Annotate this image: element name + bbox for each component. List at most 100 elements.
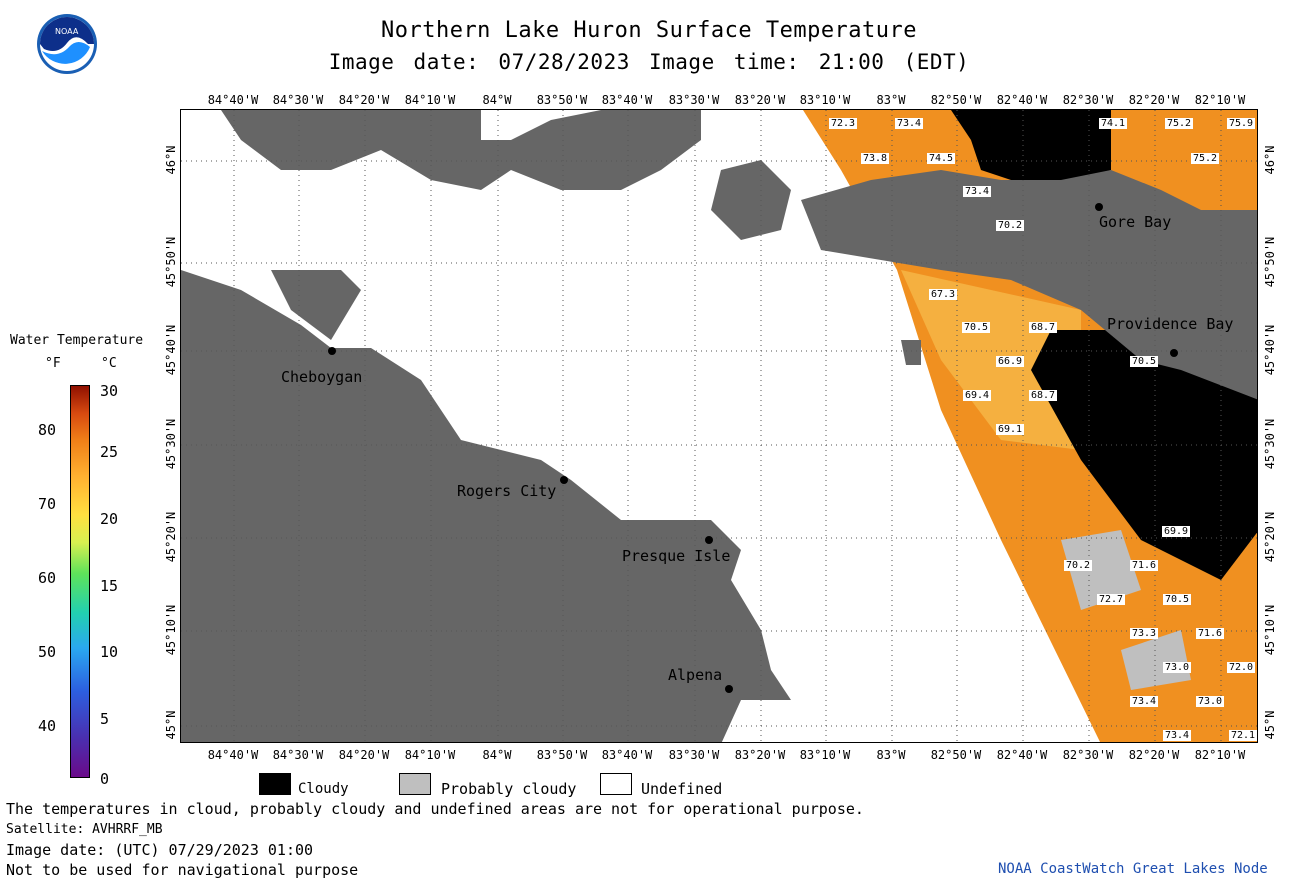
lon-label-top: 83°10'W <box>799 93 851 107</box>
f-tick: 80 <box>38 421 57 439</box>
lon-label-top: 84°30'W <box>272 93 324 107</box>
lon-label-top: 84°10'W <box>404 93 456 107</box>
f-tick: 60 <box>38 569 57 587</box>
temperature-label: 73.0 <box>1196 696 1225 707</box>
lon-label-top: 82°10'W <box>1194 93 1246 107</box>
city-label: Gore Bay <box>1099 213 1172 231</box>
lon-label-bottom: 84°30'W <box>272 748 324 762</box>
city-label: Providence Bay <box>1107 315 1234 333</box>
lon-label-top: 83°50'W <box>536 93 588 107</box>
temperature-label: 74.1 <box>1099 118 1128 129</box>
cloud-region <box>951 110 1111 190</box>
lon-label-top: 84°40'W <box>207 93 259 107</box>
temperature-label: 70.5 <box>1163 594 1192 605</box>
temperature-label: 72.3 <box>829 118 858 129</box>
noaa-credit: NOAA CoastWatch Great Lakes Node <box>998 861 1268 877</box>
land-island <box>901 340 921 365</box>
cloudy-label: Cloudy <box>298 781 349 797</box>
c-tick: 10 <box>100 643 119 661</box>
lat-label-left: 45°40'N <box>164 324 178 376</box>
city-label: Cheboygan <box>281 368 363 386</box>
water-temperature-swath-light <box>901 270 1081 450</box>
c-tick: 15 <box>100 577 119 595</box>
city-label: Presque Isle <box>622 547 731 565</box>
lat-label-left: 45°50'N <box>164 236 178 288</box>
image-datetime: Image date: 07/28/2023 Image time: 21:00… <box>328 50 970 74</box>
temperature-label: 73.4 <box>1130 696 1159 707</box>
lon-label-top: 83°30'W <box>668 93 720 107</box>
temperature-label: 73.4 <box>895 118 924 129</box>
lon-label-bottom: 82°40'W <box>996 748 1048 762</box>
land-manitoulin <box>801 170 1257 400</box>
lon-label-bottom: 83°10'W <box>799 748 851 762</box>
city-label: Rogers City <box>457 482 557 500</box>
temperature-label: 70.5 <box>962 322 991 333</box>
lat-label-right: 45°40'N <box>1263 324 1277 376</box>
lon-label-top: 82°20'W <box>1128 93 1180 107</box>
lon-label-bottom: 84°20'W <box>338 748 390 762</box>
lon-label-bottom: 83°20'W <box>734 748 786 762</box>
map-area[interactable]: Cheboygan Rogers City Presque Isle Alpen… <box>180 109 1258 743</box>
land-upper-peninsula <box>221 110 701 190</box>
lon-label-top: 82°50'W <box>930 93 982 107</box>
page-title: Northern Lake Huron Surface Temperature <box>380 18 918 43</box>
city-dot <box>1170 349 1178 357</box>
temperature-label: 74.5 <box>927 153 956 164</box>
city-dot <box>560 476 568 484</box>
temperature-label: 67.3 <box>929 289 958 300</box>
lon-label-top: 82°30'W <box>1062 93 1114 107</box>
probably-cloudy-region <box>1121 630 1191 690</box>
lon-label-bottom: 83°W <box>876 748 906 762</box>
lon-label-top: 83°40'W <box>601 93 653 107</box>
lon-label-top: 84°20'W <box>338 93 390 107</box>
lon-label-bottom: 82°50'W <box>930 748 982 762</box>
disclaimer: The temperatures in cloud, probably clou… <box>6 800 864 818</box>
temperature-label: 72.7 <box>1097 594 1126 605</box>
lon-label-bottom: 83°40'W <box>601 748 653 762</box>
city-dot <box>328 347 336 355</box>
temperature-label: 69.9 <box>1162 526 1191 537</box>
logo-text: NOAA <box>55 27 79 36</box>
lat-label-right: 46°N <box>1263 145 1277 175</box>
map-svg <box>181 110 1257 742</box>
temperature-label: 71.6 <box>1130 560 1159 571</box>
temperature-label: 68.7 <box>1029 322 1058 333</box>
lon-label-top: 82°40'W <box>996 93 1048 107</box>
temperature-label: 72.1 <box>1229 730 1257 741</box>
cloud-region <box>1031 330 1257 580</box>
temperature-label: 73.4 <box>963 186 992 197</box>
graticule <box>181 110 1257 742</box>
lat-label-right: 45°50'N <box>1263 236 1277 288</box>
temperature-label: 70.2 <box>1064 560 1093 571</box>
probably-cloudy-label: Probably cloudy <box>441 780 577 798</box>
temperature-colorbar <box>70 385 90 778</box>
temperature-label: 69.1 <box>996 424 1025 435</box>
temperature-label: 66.9 <box>996 356 1025 367</box>
temperature-label: 71.6 <box>1196 628 1225 639</box>
c-tick: 5 <box>100 710 110 728</box>
city-dot <box>725 685 733 693</box>
f-tick: 40 <box>38 717 57 735</box>
lat-label-right: 45°30'N <box>1263 418 1277 470</box>
lat-label-left: 45°10'N <box>164 604 178 656</box>
lon-label-bottom: 82°30'W <box>1062 748 1114 762</box>
land-island <box>271 270 361 340</box>
temperature-label: 75.2 <box>1191 153 1220 164</box>
probably-cloudy-swatch <box>399 773 431 795</box>
f-tick: 70 <box>38 495 57 513</box>
c-tick: 25 <box>100 443 119 461</box>
temperature-label: 68.7 <box>1029 390 1058 401</box>
undefined-label: Undefined <box>641 780 723 798</box>
lat-label-left: 45°30'N <box>164 418 178 470</box>
lon-label-top: 83°W <box>876 93 906 107</box>
c-tick: 20 <box>100 510 119 528</box>
temperature-label: 72.0 <box>1227 662 1256 673</box>
city-dot <box>705 536 713 544</box>
temperature-label: 69.4 <box>963 390 992 401</box>
noaa-logo: NOAA <box>36 13 98 75</box>
lat-label-left: 45°N <box>164 710 178 740</box>
temperature-label: 73.3 <box>1130 628 1159 639</box>
lon-label-bottom: 82°10'W <box>1194 748 1246 762</box>
lat-label-right: 45°N <box>1263 710 1277 740</box>
cloudy-swatch <box>259 773 291 795</box>
